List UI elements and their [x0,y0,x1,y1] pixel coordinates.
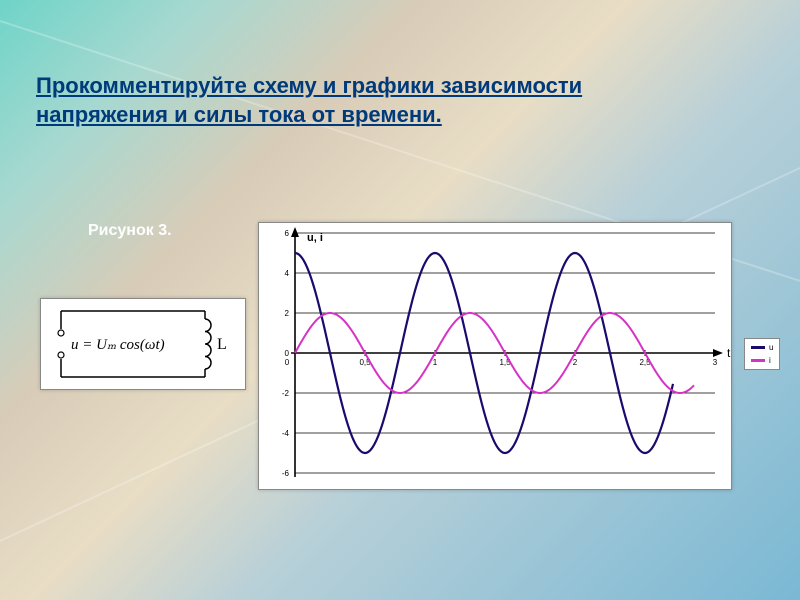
svg-text:0: 0 [285,349,290,358]
svg-text:6: 6 [285,229,290,238]
slide-background: Прокомментируйте схему и графики зависим… [0,0,800,600]
legend-item: u [751,343,773,352]
chart: -6-4-202460,511,522,530u, it [258,222,732,490]
svg-text:-4: -4 [282,429,290,438]
legend-label: i [769,356,771,365]
svg-text:L: L [217,336,227,353]
legend-item: i [751,356,773,365]
circuit-svg: Lu = Uₘ cos(ωt) [41,299,245,389]
svg-text:1: 1 [433,358,438,367]
svg-text:u, i: u, i [307,232,323,244]
page-title: Прокомментируйте схему и графики зависим… [36,72,676,129]
svg-text:0: 0 [285,358,290,367]
svg-text:t: t [727,346,731,360]
svg-text:u = Uₘ cos(ωt): u = Uₘ cos(ωt) [71,337,165,353]
legend-swatch [751,359,765,362]
svg-text:3: 3 [713,358,718,367]
legend-label: u [769,343,773,352]
figure-label: Рисунок 3. [88,222,172,240]
legend: ui [744,338,780,370]
legend-swatch [751,346,765,349]
svg-text:2: 2 [285,309,290,318]
svg-text:-6: -6 [282,469,290,478]
svg-text:2: 2 [573,358,578,367]
svg-text:4: 4 [285,269,290,278]
svg-text:-2: -2 [282,389,290,398]
circuit-diagram: Lu = Uₘ cos(ωt) [40,298,246,390]
chart-svg: -6-4-202460,511,522,530u, it [259,223,731,489]
